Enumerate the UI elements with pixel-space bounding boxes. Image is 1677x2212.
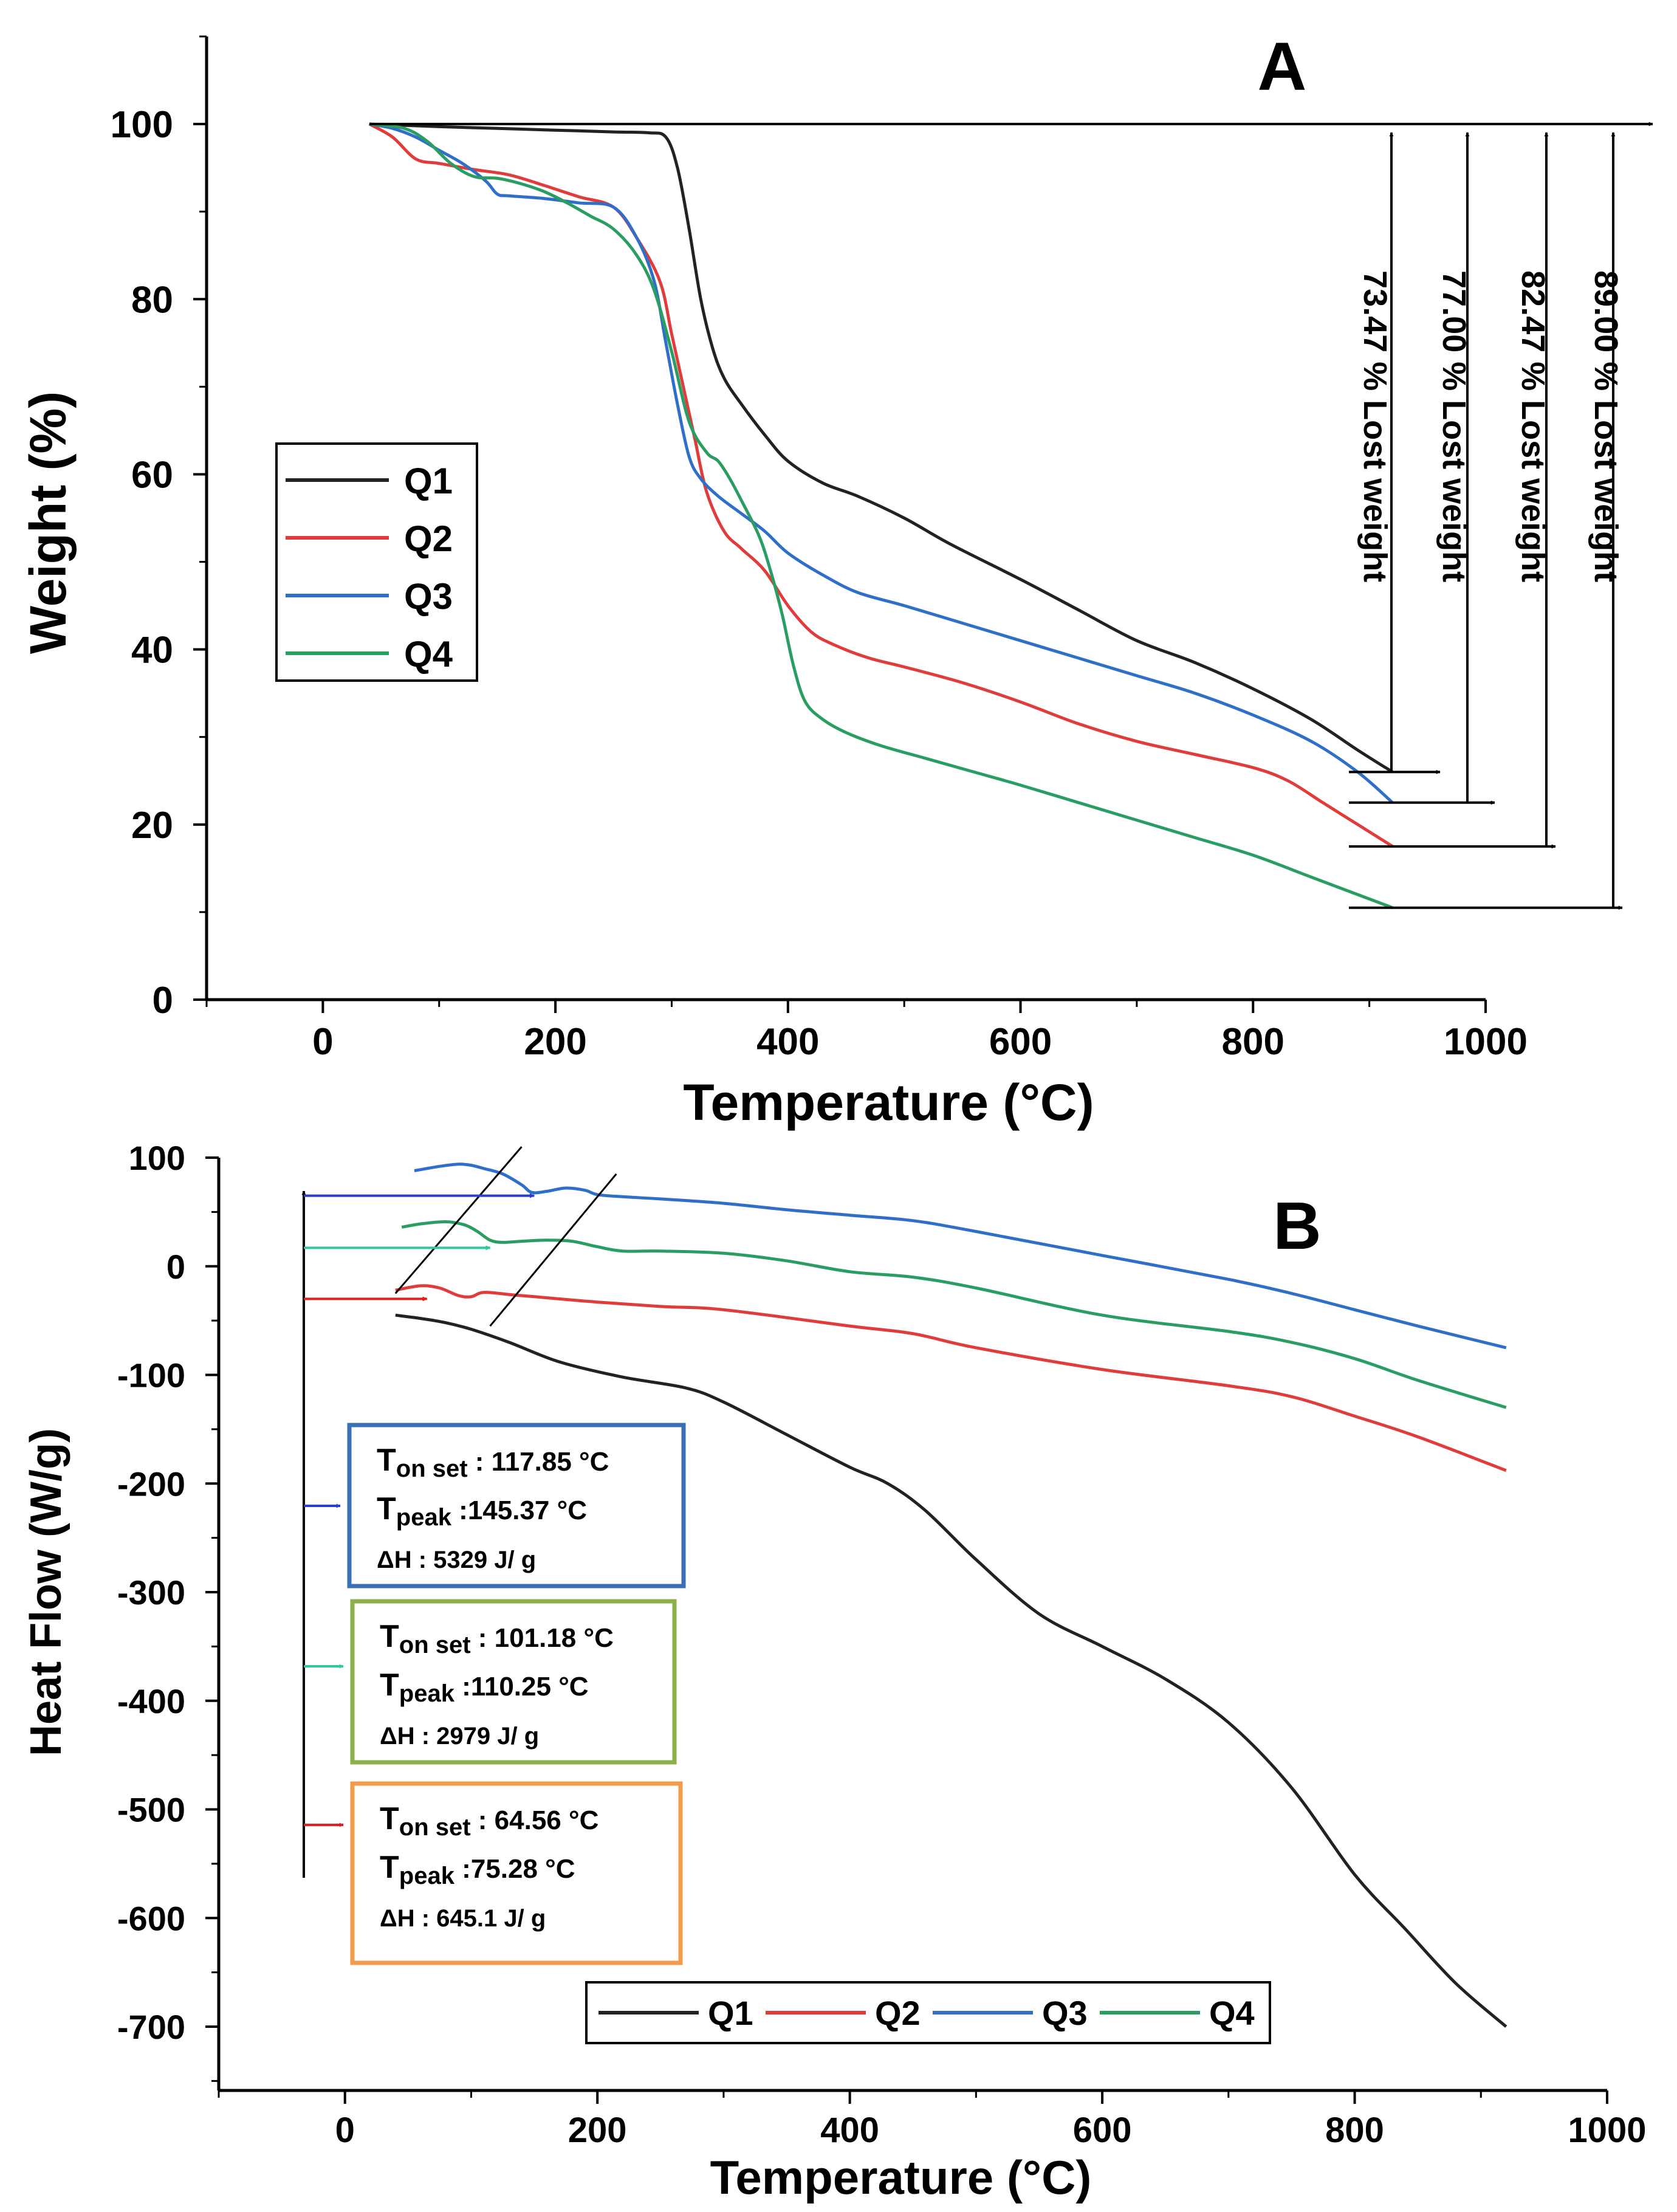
- lost-weight-label: 82.47 % Lost weight: [1515, 270, 1551, 582]
- x-tick-label: 0: [312, 1021, 333, 1063]
- legend-b: Q1 Q2 Q3 Q4: [585, 1981, 1271, 2044]
- panel-label-a: A: [1258, 29, 1307, 105]
- legend-label-q4: Q4: [1209, 1994, 1255, 2032]
- legend-label-q3: Q3: [1042, 1994, 1088, 2032]
- panel-a-tga: 0 200 400 600 800 1000 0 20 40 60 80 100 Temperature…: [19, 29, 1653, 1131]
- x-tick-label: 1000: [1568, 2111, 1646, 2150]
- y-tick-label: -700: [117, 2008, 185, 2046]
- annotation-box: Ton set : 101.18 °C Tpeak :110.25 °C ΔH : …: [304, 1599, 677, 1765]
- series-line-q4: [401, 1220, 1507, 1409]
- y-tick-label: -400: [117, 1682, 185, 1720]
- x-tick-label: 400: [820, 2111, 879, 2150]
- annotation-frame: [350, 1781, 683, 1965]
- series-line-q2: [395, 1284, 1507, 1472]
- x-tick-label: 800: [1222, 1021, 1284, 1063]
- y-tick-label: 0: [166, 1248, 185, 1286]
- enthalpy-value: ΔH : 5329 J/ g: [377, 1547, 536, 1573]
- x-tick-label: 1000: [1444, 1021, 1528, 1063]
- series-line-q2: [368, 122, 1394, 848]
- panel-b-dsc: 0 200 400 600 800 10001000-100-200-300-400-50…: [22, 1139, 1647, 2204]
- y-tick-label: 20: [131, 805, 173, 847]
- peak-temperature: Tpeak :75.28 °C: [380, 1850, 575, 1889]
- x-tick-label: 600: [1073, 2111, 1132, 2150]
- y-tick-label: 100: [111, 104, 173, 146]
- y-tick-label: 100: [129, 1139, 185, 1177]
- y-axis-title: Weight (%): [19, 391, 77, 654]
- y-tick-label: -100: [117, 1356, 185, 1395]
- legend-label-q1: Q1: [404, 461, 453, 501]
- legend-frame: [275, 442, 478, 682]
- legend-label-q2: Q2: [404, 518, 453, 559]
- x-tick-label: 200: [568, 2111, 627, 2150]
- onset-temperature: Ton set : 117.85 °C: [377, 1443, 609, 1482]
- legend-a: Q1 Q2 Q3 Q4: [275, 442, 478, 682]
- x-tick-label: 400: [756, 1021, 819, 1063]
- x-tick-label: 200: [524, 1021, 586, 1063]
- annotation-frame: [347, 1423, 686, 1589]
- annotation-box: Ton set : 117.85 °C Tpeak :145.37 °C ΔH : …: [304, 1423, 686, 1589]
- y-tick-label: 60: [131, 454, 173, 496]
- x-axis-title: Temperature (°C): [710, 2151, 1092, 2204]
- peak-guide-line: [489, 1173, 617, 1327]
- series-line-q1: [395, 1313, 1507, 2028]
- enthalpy-value: ΔH : 645.1 J/ g: [380, 1905, 546, 1932]
- onset-temperature: Ton set : 101.18 °C: [380, 1619, 614, 1658]
- onset-guide-line: [394, 1146, 523, 1294]
- series-line-q3: [369, 122, 1394, 804]
- y-tick-label: -600: [117, 1899, 185, 1937]
- y-tick-label: 0: [153, 980, 173, 1022]
- legend-label-q3: Q3: [404, 576, 453, 617]
- x-tick-label: 600: [989, 1021, 1052, 1063]
- lost-weight-label: 89.00 % Lost weight: [1588, 270, 1624, 582]
- y-tick-label: 80: [131, 279, 173, 321]
- legend-label-q4: Q4: [404, 634, 453, 675]
- legend-label-q1: Q1: [708, 1994, 753, 2032]
- panel-label-b: B: [1273, 1189, 1321, 1263]
- annotation-frame: [350, 1599, 677, 1765]
- y-axis-title: Heat Flow (W/g): [22, 1428, 70, 1756]
- x-tick-label: 800: [1325, 2111, 1384, 2150]
- y-tick-label: -200: [117, 1465, 185, 1503]
- y-tick-label: -500: [117, 1791, 185, 1829]
- peak-temperature: Tpeak :145.37 °C: [377, 1491, 587, 1531]
- x-tick-label: 0: [335, 2111, 355, 2150]
- annotation-box: Ton set : 64.56 °C Tpeak :75.28 °C ΔH : 64…: [304, 1781, 683, 1965]
- series-line-q1: [369, 122, 1394, 774]
- y-tick-label: 40: [131, 630, 173, 672]
- y-tick-label: -300: [117, 1573, 185, 1612]
- peak-temperature: Tpeak :110.25 °C: [380, 1668, 589, 1707]
- lost-weight-label: 73.47 % Lost weight: [1357, 270, 1393, 582]
- x-axis-title: Temperature (°C): [683, 1074, 1094, 1131]
- onset-temperature: Ton set : 64.56 °C: [380, 1801, 598, 1841]
- lost-weight-label: 77.00 % Lost weight: [1436, 270, 1472, 582]
- legend-label-q2: Q2: [875, 1994, 921, 2032]
- enthalpy-value: ΔH : 2979 J/ g: [380, 1723, 539, 1750]
- series-line-q4: [369, 122, 1393, 910]
- series-line-q3: [414, 1163, 1507, 1350]
